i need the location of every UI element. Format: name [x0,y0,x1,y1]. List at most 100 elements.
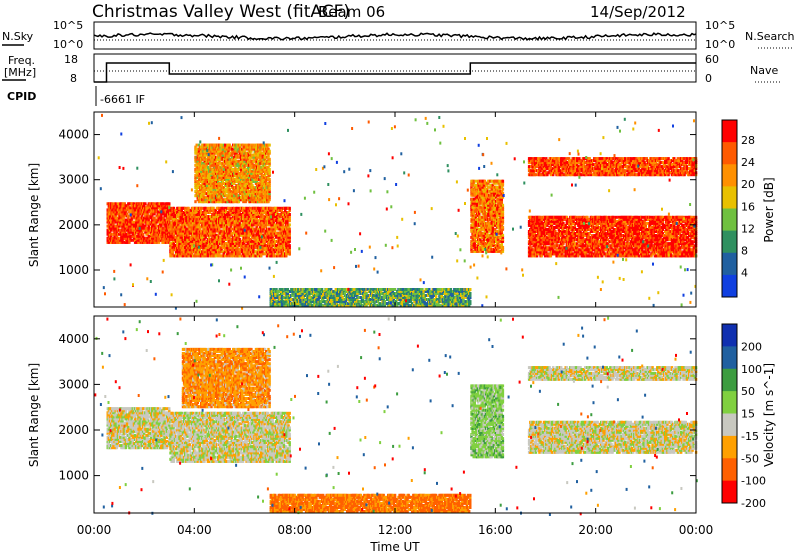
range-cell [133,238,137,242]
range-cell [199,229,203,233]
range-cell [241,211,245,214]
range-cell [237,239,240,243]
freq-trace [94,62,696,83]
range-cell [140,230,144,234]
range-cell [171,252,174,256]
range-cell [249,237,253,241]
range-cell [160,206,163,210]
range-cell [241,242,245,245]
range-cell [108,230,112,234]
range-cell [199,235,203,239]
range-cell [196,219,199,223]
range-cell [145,206,148,210]
range-cell [144,224,147,228]
range-cell [240,250,244,254]
range-cell [174,227,178,231]
range-cell [141,226,145,230]
range-cell [207,246,211,250]
range-cell [181,229,185,233]
range-cell [113,228,116,232]
range-cell [167,208,170,212]
range-cell [263,242,266,245]
range-cell [243,221,246,225]
range-cell [261,246,264,250]
range-cell [230,233,233,237]
range-cell [228,215,231,219]
range-cell [181,254,185,258]
range-cell [154,204,157,208]
range-cell [161,212,164,216]
range-cell [218,250,221,254]
plot-title: Christmas Valley West (fitACF) [92,2,350,22]
range-cell [145,218,148,222]
range-cell [184,231,187,235]
range-cell [254,219,257,223]
date-label: 14/Sep/2012 [590,3,686,21]
range-cell [241,221,245,225]
range-cell [241,225,245,229]
range-cell [262,233,265,237]
range-cell [184,246,187,250]
range-cell [123,202,126,206]
range-cell [190,244,194,248]
range-cell [187,217,190,221]
range-cell [155,240,158,244]
range-cell [144,212,147,216]
power-cells [97,113,698,310]
range-cell [176,244,179,248]
range-cell [268,149,271,153]
range-cell [218,229,221,233]
range-cell [169,242,172,245]
range-cell [169,206,172,210]
range-cell [120,234,123,238]
range-cell [169,235,172,239]
range-cell [174,219,178,223]
range-cell [192,235,195,239]
range-cell [232,211,236,214]
range-cell [176,248,179,252]
range-cell [148,234,152,238]
range-cell [187,219,190,223]
range-cell [165,204,169,208]
range-cell [138,224,141,228]
range-cell [171,250,174,254]
range-cell [247,219,250,223]
range-cell [195,231,198,235]
range-cell [129,206,132,210]
range-cell [214,208,218,212]
range-cell [217,246,220,250]
range-cell [169,252,172,256]
range-cell [241,223,245,227]
range-cell [254,254,257,258]
range-cell [241,231,245,235]
range-cell [110,226,113,230]
range-cell [187,248,190,252]
range-cell [107,240,111,244]
range-cell [237,235,240,239]
range-cell [212,237,215,241]
range-cell [236,250,239,254]
range-cell [137,240,140,244]
range-cell [135,212,138,216]
range-cell [187,237,190,241]
range-cell [221,198,225,202]
range-cell [167,236,170,240]
range-cell [199,215,203,219]
range-cell [234,244,237,248]
range-cell [170,233,173,237]
range-cell [154,210,157,214]
range-cell [288,227,291,231]
range-cell [334,288,337,291]
range-cell [365,292,368,295]
range-cell [257,233,261,237]
range-cell [205,219,208,223]
range-cell [157,212,161,216]
range-cell [240,227,244,231]
range-cell [184,213,187,216]
range-cell [156,234,160,238]
range-cell [254,221,257,225]
range-cell [137,214,140,218]
range-cell [219,239,222,243]
range-cell [254,235,257,239]
range-cell [229,217,232,221]
